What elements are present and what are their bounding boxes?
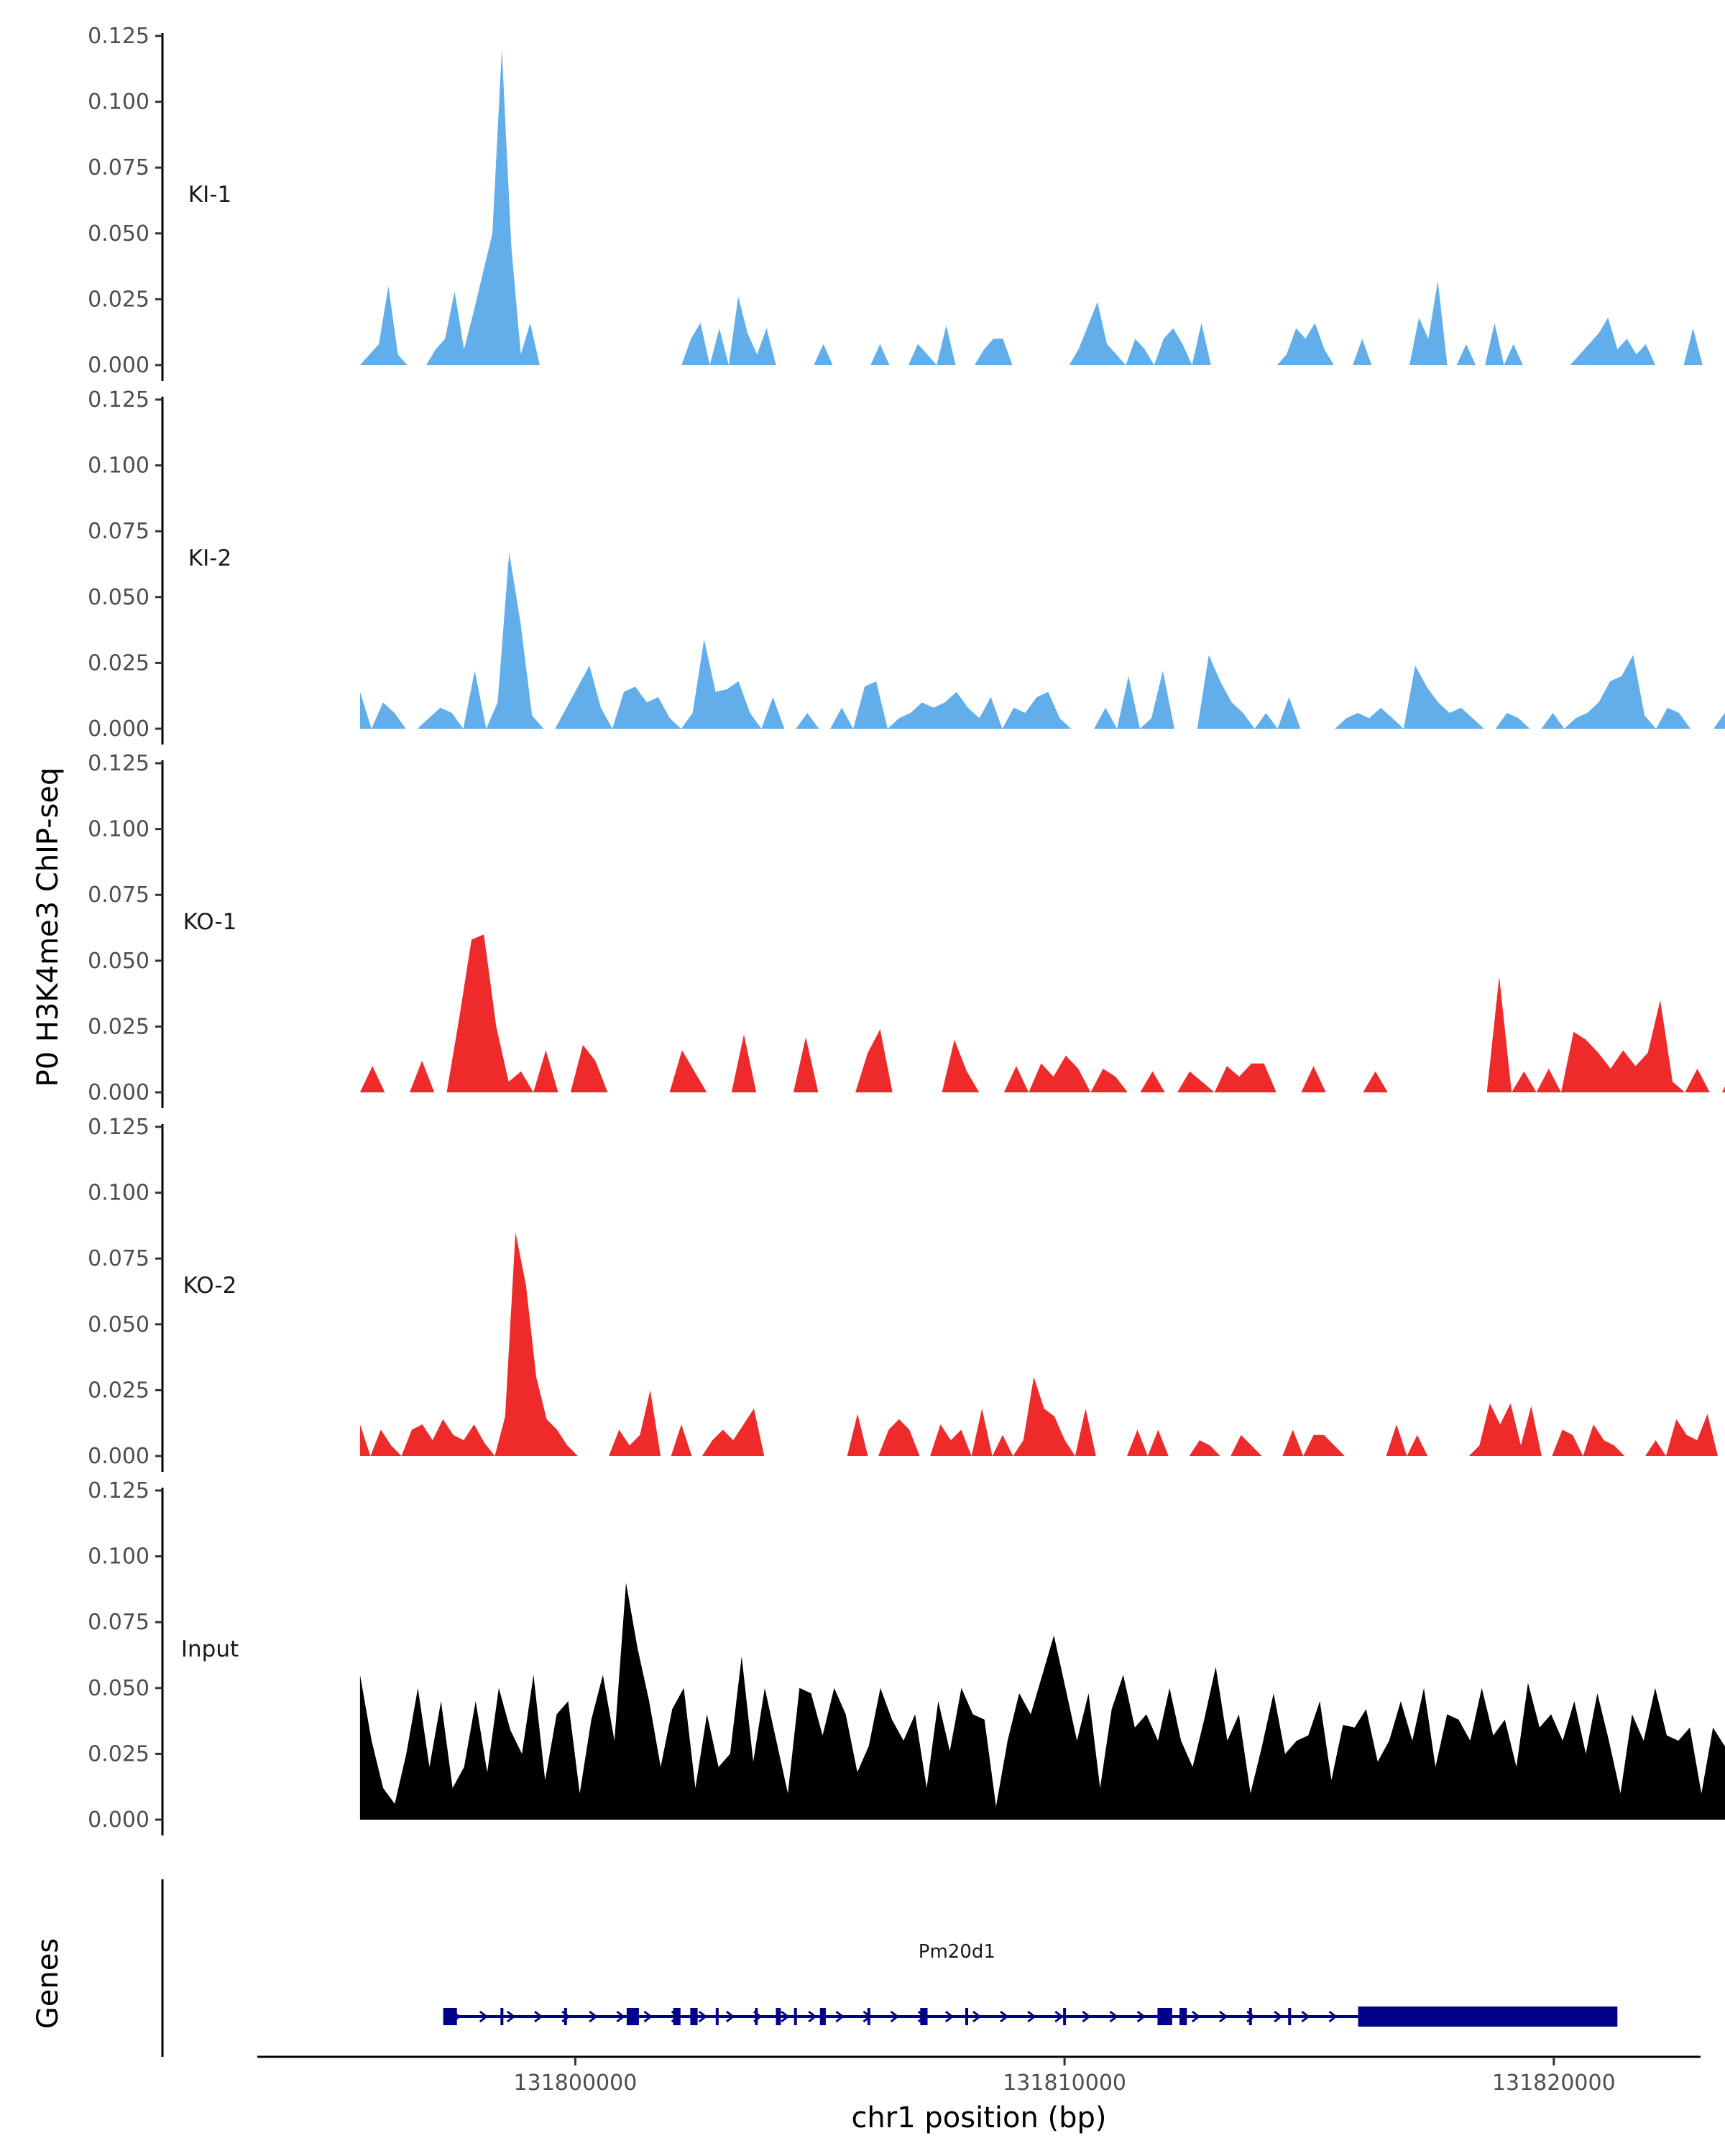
strand-arrow bbox=[725, 2010, 735, 2023]
strand-arrow bbox=[1274, 2010, 1283, 2023]
track-label: KO-2 bbox=[183, 1273, 237, 1299]
exon bbox=[1358, 2007, 1618, 2027]
y-tick-label: 0.000 bbox=[88, 1080, 150, 1105]
y-tick-label: 0.075 bbox=[88, 1246, 150, 1271]
exon bbox=[673, 2008, 681, 2025]
strand-arrow bbox=[1191, 2010, 1201, 2023]
strand-arrow bbox=[1301, 2010, 1310, 2023]
strand-arrow bbox=[1054, 2010, 1064, 2023]
strand-arrow bbox=[781, 2010, 790, 2023]
y-tick-label: 0.075 bbox=[88, 883, 150, 908]
y-tick-label: 0.025 bbox=[88, 1741, 150, 1766]
y-tick-label: 0.025 bbox=[88, 287, 150, 312]
y-tick-label: 0.125 bbox=[88, 24, 150, 49]
y-tick-label: 0.000 bbox=[88, 1807, 150, 1833]
strand-arrow bbox=[835, 2010, 845, 2023]
strand-arrow bbox=[972, 2010, 982, 2023]
exon bbox=[776, 2008, 781, 2025]
y-tick-label: 0.000 bbox=[88, 1444, 150, 1469]
track-label: KI-2 bbox=[188, 545, 231, 571]
coverage-area-ki-2 bbox=[359, 552, 1725, 729]
track-label: KI-1 bbox=[188, 182, 231, 208]
genes-axis-title: Genes bbox=[32, 1938, 65, 2029]
y-tick-label: 0.025 bbox=[88, 1014, 150, 1039]
coverage-area-ki-1 bbox=[359, 49, 1725, 365]
y-tick-label: 0.125 bbox=[88, 387, 150, 413]
x-axis-title: chr1 position (bp) bbox=[851, 2101, 1106, 2134]
y-tick-label: 0.100 bbox=[88, 1544, 150, 1570]
strand-arrow bbox=[1219, 2010, 1228, 2023]
y-tick-label: 0.100 bbox=[88, 1181, 150, 1206]
exon bbox=[443, 2008, 457, 2025]
signal-tracks: 0.0000.0250.0500.0750.1000.125KI-10.0000… bbox=[88, 24, 1725, 1835]
strand-arrow bbox=[1027, 2010, 1036, 2023]
y-tick-label: 0.100 bbox=[88, 90, 150, 115]
exon bbox=[626, 2008, 639, 2025]
exon bbox=[1157, 2008, 1172, 2025]
track-input: 0.000 0.025 0.050 0.075 0.100 0.125 Input bbox=[88, 1478, 1725, 1835]
exon bbox=[819, 2008, 826, 2025]
y-tick-label: 0.125 bbox=[88, 1478, 150, 1503]
strand-arrow bbox=[1136, 2010, 1146, 2023]
exon bbox=[1179, 2008, 1187, 2025]
strand-arrow bbox=[589, 2010, 598, 2023]
track-ko-2: 0.000 0.025 0.050 0.075 0.100 0.125 KO-2 bbox=[88, 1115, 1725, 1472]
gene-label: Pm20d1 bbox=[919, 1941, 995, 1963]
strand-arrow bbox=[616, 2010, 625, 2023]
track-ko-1: 0.000 0.025 0.050 0.075 0.100 0.125 KO-1 bbox=[88, 751, 1725, 1108]
y-tick-label: 0.075 bbox=[88, 519, 150, 544]
y-axis-title: P0 H3K4me3 ChIP-seq bbox=[32, 768, 65, 1087]
track-ki-1: 0.000 0.025 0.050 0.075 0.100 0.125 KI-1 bbox=[88, 24, 1725, 381]
y-tick-label: 0.050 bbox=[88, 221, 150, 247]
y-tick-label: 0.075 bbox=[88, 155, 150, 180]
strand-arrow bbox=[506, 2010, 516, 2023]
x-ticks: 131800000 131810000 131820000 bbox=[514, 2057, 1616, 2096]
y-tick-label: 0.000 bbox=[88, 717, 150, 742]
y-tick-label: 0.050 bbox=[88, 585, 150, 610]
strand-arrow bbox=[890, 2010, 900, 2023]
strand-arrow bbox=[534, 2010, 543, 2023]
strand-arrow bbox=[1000, 2010, 1009, 2023]
strand-arrow bbox=[1109, 2010, 1118, 2023]
coverage-area-ko-2 bbox=[359, 1232, 1725, 1456]
strand-arrow bbox=[643, 2010, 653, 2023]
y-tick-label: 0.100 bbox=[88, 817, 150, 842]
x-axis: 131800000 131810000 131820000 chr1 positio… bbox=[257, 2055, 1701, 2134]
gene-panel: Pm20d1 bbox=[161, 1879, 1618, 2057]
strand-arrow bbox=[698, 2010, 708, 2023]
y-tick-label: 0.125 bbox=[88, 751, 150, 776]
y-tick-label: 0.000 bbox=[88, 353, 150, 378]
gene-model bbox=[443, 2007, 1618, 2027]
x-tick-label: 131820000 bbox=[1492, 2070, 1616, 2096]
y-tick-label: 0.050 bbox=[88, 949, 150, 974]
track-label: KO-1 bbox=[183, 909, 237, 935]
strand-arrow bbox=[479, 2010, 489, 2023]
y-tick-label: 0.100 bbox=[88, 453, 150, 479]
strand-arrow bbox=[1082, 2010, 1091, 2023]
y-tick-label: 0.075 bbox=[88, 1610, 150, 1635]
coverage-area-input bbox=[359, 1583, 1725, 1820]
track-ki-2: 0.000 0.025 0.050 0.075 0.100 0.125 KI-2 bbox=[88, 387, 1725, 745]
y-tick-label: 0.025 bbox=[88, 650, 150, 676]
y-tick-label: 0.125 bbox=[88, 1115, 150, 1140]
track-label: Input bbox=[181, 1636, 239, 1662]
coverage-area-ko-1 bbox=[359, 934, 1725, 1092]
x-tick-label: 131810000 bbox=[1003, 2070, 1126, 2096]
x-tick-label: 131800000 bbox=[514, 2070, 638, 2096]
exon bbox=[920, 2008, 928, 2025]
y-tick-label: 0.050 bbox=[88, 1312, 150, 1337]
strand-arrow bbox=[944, 2010, 954, 2023]
strand-arrow bbox=[808, 2010, 817, 2023]
y-tick-label: 0.050 bbox=[88, 1676, 150, 1701]
exon bbox=[690, 2008, 698, 2025]
strand-arrow bbox=[1328, 2010, 1338, 2023]
y-tick-label: 0.025 bbox=[88, 1378, 150, 1403]
